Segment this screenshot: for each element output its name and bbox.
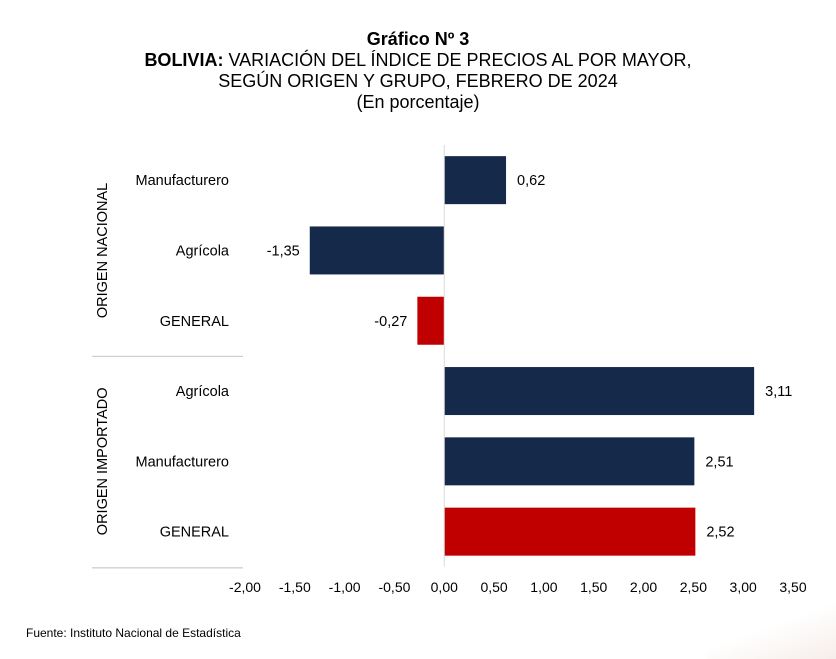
category-label: Agrícola [176, 243, 230, 259]
chart-title-line-2: SEGÚN ORIGEN Y GRUPO, FEBRERO DE 2024 [218, 71, 618, 91]
chart-title-line-1: BOLIVIA: VARIACIÓN DEL ÍNDICE DE PRECIOS… [0, 50, 836, 71]
chart-units: (En porcentaje) [356, 92, 480, 112]
decorative-corner [706, 579, 836, 659]
x-tick-label: -1,00 [329, 579, 361, 595]
chart-title-rest: VARIACIÓN DEL ÍNDICE DE PRECIOS AL POR M… [223, 50, 692, 70]
data-label: 0,62 [517, 173, 545, 189]
data-label: -1,35 [267, 243, 300, 259]
x-tick-label: 1,00 [530, 579, 557, 595]
category-label: GENERAL [160, 314, 229, 330]
data-label: -0,27 [374, 314, 407, 330]
bar [444, 156, 507, 205]
x-tick-label: 0,50 [480, 579, 507, 595]
data-label: 2,51 [705, 454, 733, 470]
bar [444, 367, 755, 416]
category-label: Manufacturero [136, 454, 230, 470]
x-tick-label: -1,50 [279, 579, 311, 595]
x-tick-label: 2,00 [630, 579, 657, 595]
source-note: Fuente: Instituto Nacional de Estadístic… [26, 626, 241, 640]
x-tick-label: -0,50 [378, 579, 410, 595]
category-label: Agrícola [176, 384, 230, 400]
chart-title-block: Gráfico Nº 3 BOLIVIA: VARIACIÓN DEL ÍNDI… [0, 28, 836, 113]
x-tick-label: 2,50 [680, 579, 707, 595]
bar [309, 226, 445, 275]
chart-number: Gráfico Nº 3 [366, 29, 470, 49]
bar [417, 296, 445, 345]
category-label: Manufacturero [136, 173, 230, 189]
group-label: ORIGEN IMPORTADO [95, 387, 111, 535]
group-label: ORIGEN NACIONAL [95, 183, 111, 318]
data-label: 2,52 [706, 525, 734, 541]
category-label: GENERAL [160, 525, 229, 541]
data-label: 3,11 [765, 384, 792, 400]
chart-title-country: BOLIVIA: [144, 50, 224, 70]
x-tick-label: 0,00 [431, 579, 458, 595]
bar [444, 507, 696, 556]
x-tick-label: 1,50 [580, 579, 607, 595]
x-tick-label: -2,00 [229, 579, 261, 595]
bar [444, 437, 695, 486]
